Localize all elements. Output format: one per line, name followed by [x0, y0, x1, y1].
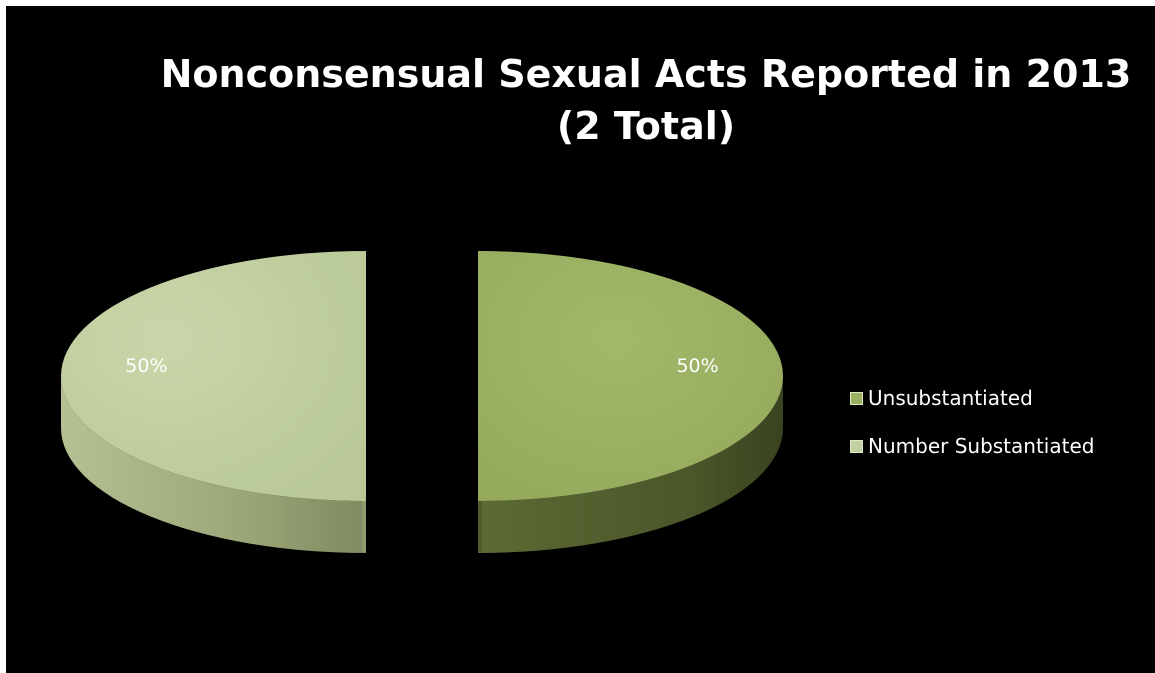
- pie-slice-side-number-substantiated: [61, 376, 366, 553]
- chart-title: Nonconsensual Sexual Acts Reported in 20…: [6, 48, 1155, 152]
- legend-item-unsubstantiated: Unsubstantiated: [850, 374, 1094, 422]
- pie-slice-label-number-substantiated: 50%: [125, 355, 167, 377]
- chart-title-line-2: (2 Total): [556, 104, 736, 148]
- chart-title-line-1: Nonconsensual Sexual Acts Reported in 20…: [160, 52, 1132, 96]
- pie-slice-label-unsubstantiated: 50%: [676, 355, 718, 377]
- legend-label-unsubstantiated: Unsubstantiated: [868, 386, 1033, 410]
- legend-item-number-substantiated: Number Substantiated: [850, 422, 1094, 470]
- legend: Unsubstantiated Number Substantiated: [850, 374, 1094, 470]
- legend-swatch-unsubstantiated: [850, 391, 863, 405]
- pie-slice-top-number-substantiated: [61, 251, 366, 501]
- pie-slice-side-unsubstantiated: [478, 376, 783, 553]
- pie-chart: 50% 50%: [61, 251, 783, 553]
- legend-label-number-substantiated: Number Substantiated: [868, 434, 1095, 458]
- chart-frame: Nonconsensual Sexual Acts Reported in 20…: [6, 6, 1155, 673]
- legend-swatch-number-substantiated: [850, 439, 863, 453]
- pie-slice-top-unsubstantiated: [478, 251, 783, 501]
